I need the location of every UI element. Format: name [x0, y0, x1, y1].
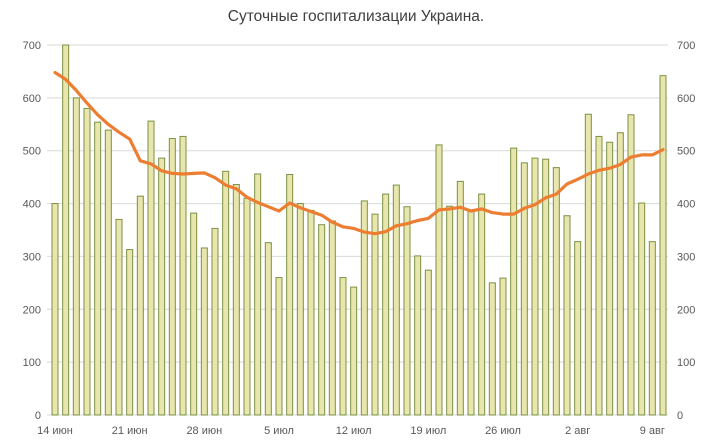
bar-26-июн — [179, 135, 187, 416]
bar-19-июн — [104, 129, 112, 416]
bar-5-авг — [606, 141, 614, 416]
x-tick-label: 2 авг — [565, 425, 590, 437]
bar-15-июн — [62, 44, 70, 416]
x-tick-label: 12 июл — [336, 425, 372, 437]
bar-20-июл — [435, 144, 443, 416]
bar-24-июл — [478, 193, 486, 416]
y-tick-label-left: 600 — [23, 93, 41, 105]
bar-14-июн — [51, 203, 59, 416]
bar-5-июл — [275, 277, 283, 416]
bar-31-июл — [552, 167, 560, 416]
bar-11-июл — [339, 277, 347, 416]
y-tick-label-left: 0 — [35, 410, 41, 422]
x-tick-label: 21 июн — [112, 425, 148, 437]
bar-23-июн — [147, 120, 155, 416]
bar-10-июл — [328, 220, 336, 416]
x-tick-label: 26 июл — [485, 425, 521, 437]
bar-18-июн — [94, 121, 102, 416]
ma-line-series — [53, 70, 665, 236]
bar-4-авг — [595, 135, 603, 416]
bar-20-июн — [115, 218, 123, 416]
y-tick-label-right: 700 — [677, 40, 695, 52]
y-axis-left: 0 100 200 300 400 500 600 700 — [23, 40, 41, 422]
bar-16-июн — [72, 97, 80, 416]
bar-6-авг — [616, 132, 624, 416]
moving-average-line — [53, 70, 665, 236]
bar-9-июл — [318, 224, 326, 416]
bar-8-авг — [638, 202, 646, 416]
bar-29-июл — [531, 157, 539, 416]
y-tick-label-right: 400 — [677, 199, 695, 211]
y-tick-label-right: 500 — [677, 146, 695, 158]
y-tick-label-left: 700 — [23, 40, 41, 52]
y-tick-label-right: 300 — [677, 251, 695, 263]
bar-13-июл — [360, 200, 368, 416]
bar-21-июл — [446, 205, 454, 416]
bar-7-июл — [296, 203, 304, 416]
x-tick-label: 5 июл — [264, 425, 294, 437]
bar-12-июл — [350, 286, 358, 416]
bar-1-авг — [563, 215, 571, 416]
y-tick-label-left: 500 — [23, 146, 41, 158]
bar-1-июл — [232, 184, 240, 416]
bar-2-июл — [243, 197, 251, 416]
bar-15-июл — [382, 193, 390, 416]
bar-22-июл — [456, 180, 464, 416]
bar-4-июл — [264, 242, 272, 416]
x-tick-label: 19 июл — [410, 425, 446, 437]
bar-28-июн — [200, 247, 208, 416]
y-tick-label-right: 0 — [677, 410, 683, 422]
bar-24-июн — [158, 157, 166, 416]
y-tick-label-right: 600 — [677, 93, 695, 105]
y-tick-label-left: 200 — [23, 304, 41, 316]
bar-8-июл — [307, 209, 315, 416]
bar-9-авг — [648, 241, 656, 416]
bar-19-июл — [424, 269, 432, 416]
bar-30-июл — [542, 158, 550, 416]
chart-title: Суточные госпитализации Украина. — [228, 8, 484, 25]
y-tick-label-left: 300 — [23, 251, 41, 263]
bar-10-авг — [659, 75, 667, 416]
bar-25-июн — [168, 138, 176, 416]
bar-16-июл — [392, 184, 400, 416]
y-tick-label-left: 400 — [23, 199, 41, 211]
x-axis: 14 июн 21 июн 28 июн 5 июл 12 июл 19 июл 26 ию… — [37, 425, 665, 437]
x-tick-label: 28 июн — [186, 425, 222, 437]
bar-3-авг — [584, 113, 592, 416]
bar-2-авг — [574, 241, 582, 416]
bar-21-июн — [126, 249, 134, 416]
x-tick-label: 9 авг — [640, 425, 665, 437]
y-tick-label-left: 100 — [23, 357, 41, 369]
bar-22-июн — [136, 195, 144, 416]
bar-28-июл — [520, 162, 528, 416]
bar-29-июн — [211, 227, 219, 416]
bar-25-июл — [488, 282, 496, 416]
bar-6-июл — [286, 174, 294, 416]
bar-17-июл — [403, 206, 411, 416]
y-tick-label-right: 200 — [677, 304, 695, 316]
bar-14-июл — [371, 213, 379, 416]
bar-3-июл — [254, 173, 262, 416]
y-axis-right: 0 100 200 300 400 500 600 700 — [677, 40, 695, 422]
bar-26-июл — [499, 277, 507, 416]
y-tick-label-right: 100 — [677, 357, 695, 369]
x-tick-label: 14 июн — [37, 425, 73, 437]
bar-7-авг — [627, 114, 635, 416]
bar-30-июн — [222, 170, 230, 416]
bar-17-июн — [83, 107, 91, 416]
bar-18-июл — [414, 255, 422, 416]
bar-27-июл — [510, 147, 518, 416]
bar-23-июл — [467, 209, 475, 416]
bar-27-июн — [190, 212, 198, 416]
bars-series — [51, 44, 667, 416]
